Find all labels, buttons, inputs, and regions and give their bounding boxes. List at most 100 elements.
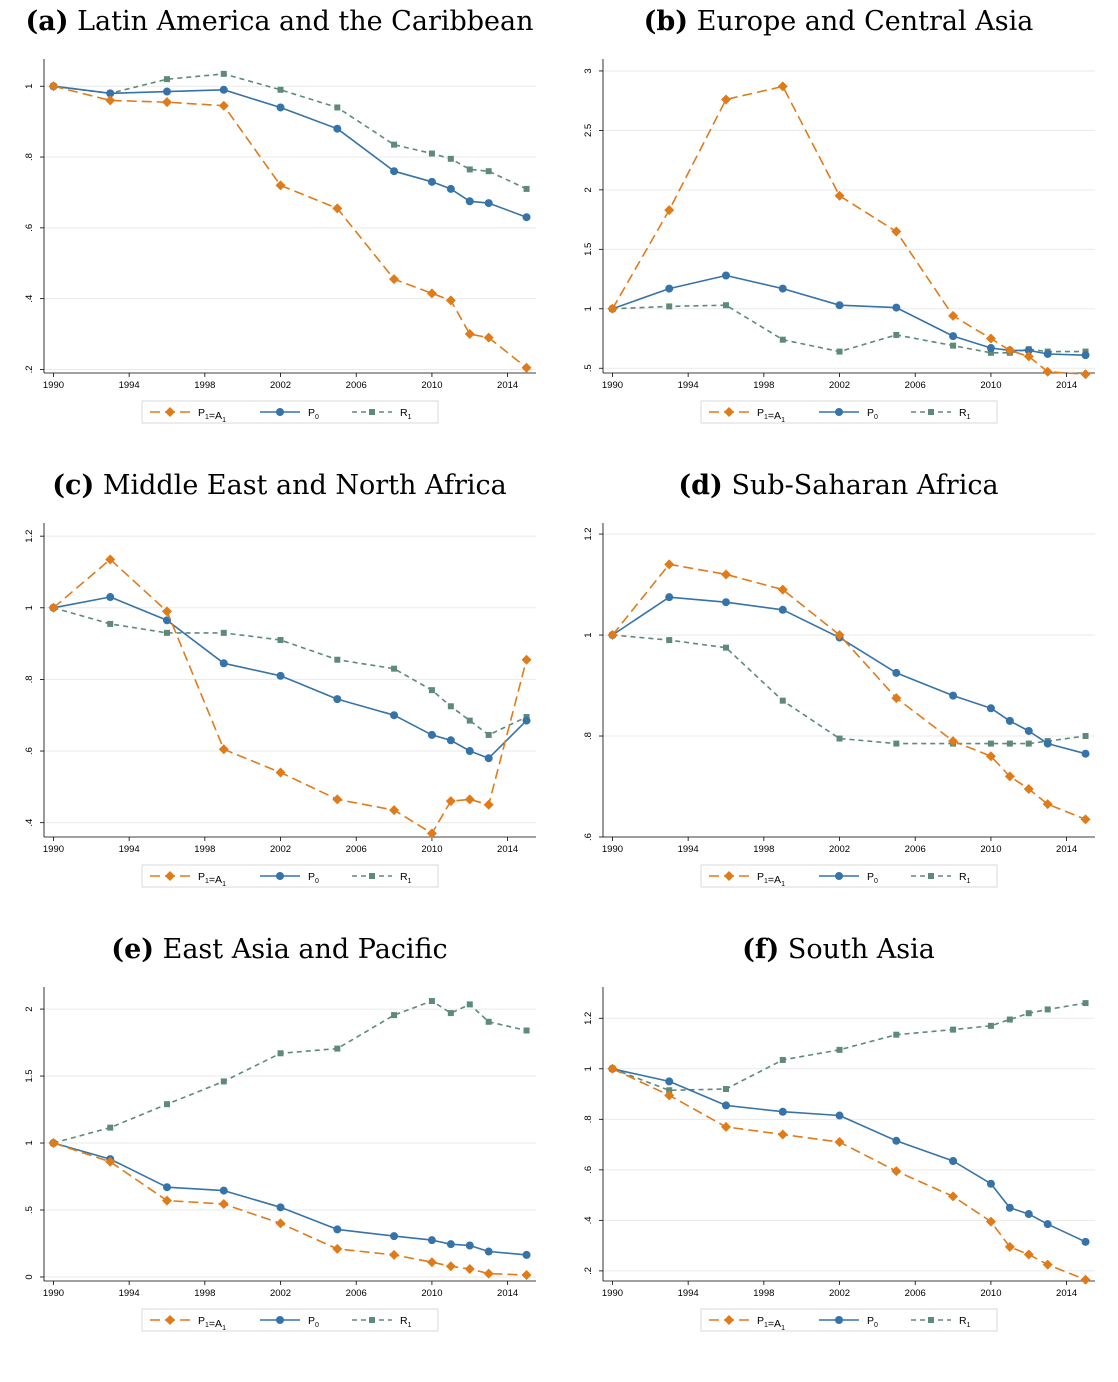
data-point: [777, 1129, 788, 1140]
data-point: [1081, 351, 1090, 360]
x-tick-label: 1994: [119, 380, 140, 391]
data-point: [723, 644, 729, 651]
y-tick-label: .8: [583, 732, 594, 740]
x-tick-label: 2014: [1056, 1288, 1077, 1299]
y-tick-label: 0: [24, 1274, 35, 1279]
legend-marker: [928, 409, 934, 415]
y-tick-label: .6: [24, 747, 35, 755]
legend-text-part: =A: [768, 874, 781, 886]
x-tick-label: 1990: [43, 1288, 64, 1299]
data-point: [162, 606, 172, 617]
data-point: [607, 303, 618, 314]
data-point: [464, 329, 475, 340]
data-point: [721, 569, 731, 580]
legend-subscript: 1: [781, 1325, 785, 1332]
panel-c: (c) Middle East and North Africa .4 .6 .8 1…: [0, 464, 559, 918]
y-tick-label: 1: [24, 84, 35, 89]
data-point: [522, 1250, 531, 1259]
data-point: [332, 794, 343, 805]
data-point: [219, 1186, 228, 1195]
data-point: [665, 284, 674, 293]
legend-text-part: P: [198, 407, 205, 419]
series-line: [612, 1068, 1086, 1243]
data-point: [389, 1249, 400, 1260]
legend-text-part: R: [400, 1315, 408, 1327]
legend-text-part: P: [867, 871, 874, 883]
series-line: [53, 1142, 527, 1256]
data-point: [892, 303, 901, 312]
data-point: [722, 598, 730, 607]
data-point: [948, 736, 959, 747]
data-point: [1025, 740, 1032, 747]
data-point: [219, 659, 228, 668]
data-point: [426, 828, 437, 839]
data-point: [985, 333, 996, 344]
data-point: [485, 168, 492, 175]
data-point: [107, 620, 114, 627]
data-point: [1005, 1203, 1014, 1212]
x-tick-label: 1998: [194, 380, 215, 391]
legend-text-part: P: [198, 1315, 205, 1327]
data-point: [835, 301, 844, 310]
data-point: [483, 332, 494, 343]
data-point: [892, 1136, 901, 1145]
legend-marker: [276, 408, 284, 416]
data-point: [426, 288, 437, 299]
data-point: [465, 1241, 474, 1250]
data-point: [1043, 1220, 1052, 1229]
data-point: [949, 691, 958, 700]
data-point: [948, 310, 959, 321]
data-point: [428, 998, 435, 1005]
x-tick-label: 1994: [678, 1288, 699, 1299]
data-point: [721, 94, 731, 105]
y-tick-label: 1: [583, 632, 594, 637]
data-point: [835, 1111, 844, 1120]
chart-f: .2 .4 .6 .8 1 1.2 1990 1994 1998 2002 2006 2010 2014…: [583, 987, 1095, 1332]
legend-marker: [724, 1315, 734, 1325]
data-point: [664, 1090, 675, 1101]
data-point: [1004, 771, 1015, 782]
data-point: [484, 199, 493, 208]
panel-label: (d): [678, 470, 723, 501]
x-tick-label: 1998: [194, 844, 215, 855]
data-point: [723, 302, 729, 309]
data-point: [836, 348, 843, 355]
data-point: [218, 1198, 229, 1209]
data-point: [275, 767, 286, 778]
data-point: [391, 141, 398, 148]
data-point: [428, 150, 435, 157]
y-tick-label: 1: [583, 1066, 594, 1071]
x-tick-label: 2014: [497, 1288, 518, 1299]
legend-text-part: =A: [209, 1318, 222, 1330]
x-tick-label: 2002: [270, 380, 291, 391]
data-point: [607, 1063, 618, 1074]
legend-subscript: 1: [781, 417, 785, 424]
data-point: [949, 1157, 958, 1165]
data-point: [277, 637, 284, 644]
series-line: [612, 304, 1086, 354]
data-point: [779, 697, 786, 704]
legend-subscript: 1: [205, 878, 209, 885]
legend-subscript: 1: [408, 1322, 412, 1329]
legend-subscript: 1: [967, 414, 971, 421]
panel-name: South Asia: [787, 934, 935, 965]
data-point: [1042, 1259, 1053, 1270]
legend-subscript: 0: [874, 1322, 878, 1329]
data-point: [834, 190, 845, 201]
legend-text-part: P: [757, 407, 764, 419]
series-line: [612, 634, 1086, 745]
x-tick-label: 1994: [119, 844, 140, 855]
series-line: [612, 1002, 1086, 1092]
legend-label: R1: [400, 407, 412, 421]
data-point: [275, 1218, 286, 1229]
legend-text-part: =A: [209, 410, 222, 422]
data-point: [666, 303, 673, 310]
legend-subscript: 1: [408, 878, 412, 885]
data-point: [1006, 740, 1013, 747]
data-point: [777, 584, 788, 595]
x-tick-label: 2010: [980, 844, 1001, 855]
